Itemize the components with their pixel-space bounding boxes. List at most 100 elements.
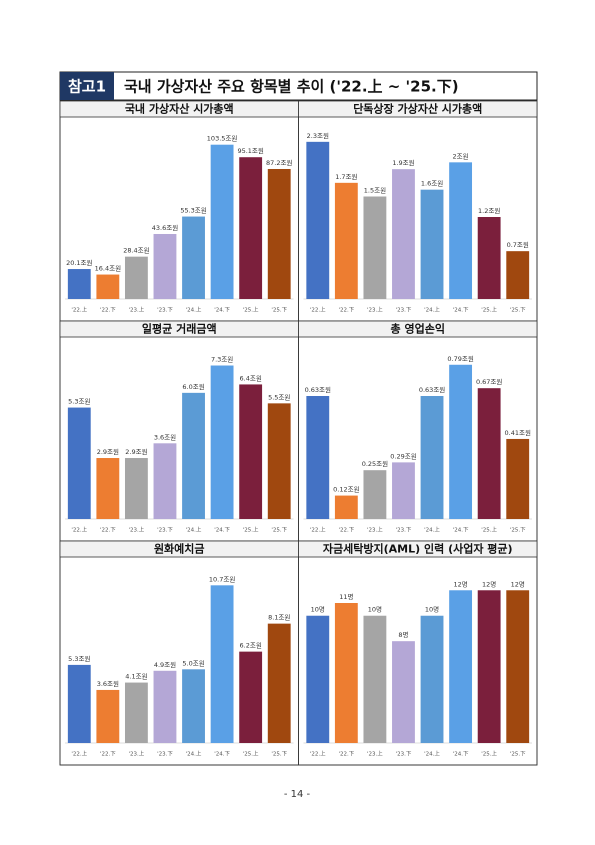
x-tick-label: '23.上 bbox=[367, 306, 383, 314]
panel-title: 원화예치금 bbox=[154, 542, 205, 556]
bar bbox=[153, 233, 177, 299]
panel-title: 일평균 거래금액 bbox=[142, 322, 217, 336]
data-label: 16.4조원 bbox=[95, 264, 121, 273]
bar bbox=[306, 141, 330, 299]
panel bbox=[298, 320, 538, 542]
bar bbox=[477, 217, 501, 299]
data-label: 0.67조원 bbox=[476, 377, 502, 386]
data-label: 6.2조원 bbox=[240, 641, 262, 650]
data-label: 8명 bbox=[398, 630, 408, 639]
bar bbox=[506, 438, 530, 519]
bar bbox=[153, 670, 177, 743]
data-label: 20.1조원 bbox=[66, 258, 92, 267]
bar bbox=[306, 615, 330, 743]
page-number: - 14 - bbox=[284, 789, 311, 800]
data-label: 1.2조원 bbox=[478, 206, 500, 215]
x-tick-label: '25.下 bbox=[271, 751, 287, 758]
bar bbox=[420, 189, 444, 299]
data-label: 0.7조원 bbox=[507, 240, 529, 249]
data-label: 43.6조원 bbox=[152, 223, 178, 232]
x-tick-label: '23.下 bbox=[396, 307, 412, 314]
header-badge-bg bbox=[60, 72, 114, 100]
x-tick-label: '25.下 bbox=[510, 751, 526, 758]
x-tick-label: '24.下 bbox=[453, 307, 469, 314]
data-label: 10명 bbox=[311, 605, 325, 614]
bar bbox=[506, 590, 530, 743]
bar bbox=[477, 590, 501, 743]
data-label: 6.4조원 bbox=[240, 373, 262, 382]
data-label: 3.6조원 bbox=[97, 679, 119, 688]
bar bbox=[210, 585, 234, 743]
bar bbox=[67, 407, 91, 519]
x-tick-label: '22.上 bbox=[310, 306, 326, 314]
x-tick-label: '22.下 bbox=[338, 527, 354, 534]
data-label: 103.5조원 bbox=[207, 134, 238, 143]
bar bbox=[363, 470, 387, 519]
x-tick-label: '23.下 bbox=[396, 751, 412, 758]
data-label: 0.29조원 bbox=[390, 451, 416, 460]
data-label: 2조원 bbox=[453, 151, 469, 160]
bar bbox=[67, 269, 91, 299]
bar bbox=[124, 256, 148, 299]
data-label: 0.12조원 bbox=[333, 485, 359, 494]
bar bbox=[124, 458, 148, 519]
x-tick-label: '22.下 bbox=[338, 751, 354, 758]
data-label: 12명 bbox=[511, 579, 525, 588]
x-tick-label: '25.下 bbox=[271, 307, 287, 314]
data-label: 1.7조원 bbox=[335, 172, 357, 181]
x-tick-label: '25.上 bbox=[243, 526, 259, 534]
x-tick-label: '24.上 bbox=[186, 306, 202, 314]
data-label: 5.3조원 bbox=[68, 654, 90, 663]
bar bbox=[506, 251, 530, 299]
bar bbox=[210, 144, 234, 299]
x-tick-label: '24.上 bbox=[186, 526, 202, 534]
header-title: 국내 가상자산 주요 항목별 추이 ('22.上 ~ '25.下) bbox=[124, 78, 459, 96]
data-label: 12명 bbox=[482, 579, 496, 588]
data-label: 87.2조원 bbox=[266, 158, 292, 167]
x-tick-label: '23.下 bbox=[396, 527, 412, 534]
data-label: 1.6조원 bbox=[421, 179, 443, 188]
bar bbox=[96, 689, 120, 743]
bar bbox=[363, 196, 387, 299]
bar bbox=[182, 669, 205, 743]
data-label: 55.3조원 bbox=[180, 206, 206, 215]
x-tick-label: '25.下 bbox=[510, 307, 526, 314]
x-tick-label: '24.下 bbox=[453, 527, 469, 534]
bar bbox=[392, 169, 415, 299]
data-label: 5.0조원 bbox=[182, 658, 204, 667]
bar bbox=[334, 182, 358, 299]
x-tick-label: '23.上 bbox=[367, 750, 383, 758]
data-label: 0.63조원 bbox=[305, 385, 331, 394]
data-label: 1.9조원 bbox=[392, 158, 414, 167]
panel-title: 국내 가상자산 시가총액 bbox=[125, 102, 234, 116]
data-label: 0.41조원 bbox=[505, 428, 531, 437]
x-tick-label: '23.下 bbox=[157, 307, 173, 314]
x-tick-label: '23.下 bbox=[157, 527, 173, 534]
x-tick-label: '25.下 bbox=[271, 527, 287, 534]
panel-title: 단독상장 가상자산 시가총액 bbox=[353, 102, 482, 116]
x-tick-label: '24.下 bbox=[214, 751, 230, 758]
x-tick-label: '22.上 bbox=[310, 526, 326, 534]
data-label: 6.0조원 bbox=[182, 382, 204, 391]
data-label: 10.7조원 bbox=[209, 574, 235, 583]
data-label: 28.4조원 bbox=[123, 246, 149, 255]
bar bbox=[449, 162, 473, 299]
data-label: 4.9조원 bbox=[154, 660, 176, 669]
bar bbox=[363, 615, 387, 743]
x-tick-label: '24.上 bbox=[424, 750, 440, 758]
data-label: 3.6조원 bbox=[154, 432, 176, 441]
bar bbox=[96, 458, 120, 519]
panel-title: 총 영업손익 bbox=[391, 322, 445, 336]
x-tick-label: '22.下 bbox=[100, 751, 116, 758]
x-tick-label: '25.上 bbox=[243, 306, 259, 314]
bar bbox=[477, 388, 501, 519]
panel bbox=[59, 540, 299, 766]
header-badge: 참고1 bbox=[68, 78, 106, 96]
data-label: 11명 bbox=[339, 592, 353, 601]
data-label: 0.63조원 bbox=[419, 385, 445, 394]
data-label: 10명 bbox=[425, 605, 439, 614]
bar bbox=[267, 403, 291, 519]
bar bbox=[334, 495, 358, 519]
